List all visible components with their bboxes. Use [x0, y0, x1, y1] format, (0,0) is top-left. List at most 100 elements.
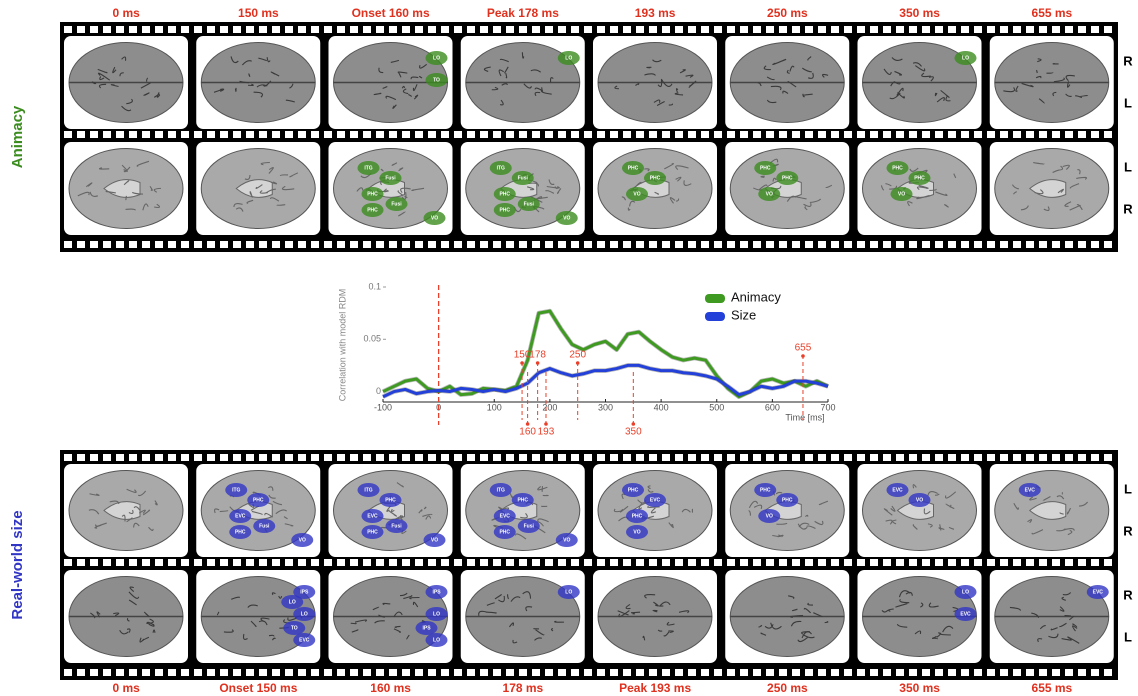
sprocket-hole — [558, 26, 566, 33]
sulcus — [388, 510, 398, 517]
sprocket-hole — [506, 131, 514, 138]
sprocket-hole — [558, 559, 566, 566]
sulcus — [402, 88, 409, 95]
sulcus — [1072, 625, 1078, 632]
sprocket-hole — [103, 131, 111, 138]
sulcus — [219, 88, 225, 92]
sulcus — [138, 509, 146, 514]
sulcus — [803, 93, 813, 96]
sulcus — [668, 630, 674, 633]
sprocket-hole — [831, 559, 839, 566]
sulcus — [378, 614, 385, 618]
sulcus — [250, 620, 257, 628]
sulcus — [121, 105, 132, 112]
sprocket-hole — [1078, 131, 1086, 138]
sulcus — [126, 628, 131, 633]
sprocket-hole — [844, 559, 852, 566]
region-label: PHC — [499, 207, 510, 213]
series-line — [382, 309, 829, 399]
sulcus — [1065, 74, 1075, 82]
sulcus — [887, 608, 894, 612]
sprocket-hole — [116, 26, 124, 33]
activation — [908, 493, 931, 507]
time-label: 0 ms — [112, 681, 140, 695]
sulcus — [657, 629, 663, 632]
sprocket-hole — [740, 669, 748, 676]
sprocket-hole — [701, 26, 709, 33]
sprocket-hole — [454, 26, 462, 33]
sprocket-hole — [701, 559, 709, 566]
sprocket-hole — [987, 241, 995, 248]
sulcus — [287, 617, 297, 621]
activation — [229, 525, 252, 539]
region-label: ITG — [232, 487, 240, 493]
activation — [754, 483, 777, 497]
sulcus — [1052, 91, 1057, 97]
sulcus — [268, 494, 276, 499]
sprocket-hole — [467, 131, 475, 138]
sulcus — [393, 611, 403, 618]
sprocket-hole — [1039, 669, 1047, 676]
sprocket-hole — [168, 131, 176, 138]
sprocket-hole — [181, 241, 189, 248]
sprocket-hole — [792, 241, 800, 248]
sprocket-hole — [532, 241, 540, 248]
sprocket-hole — [896, 241, 904, 248]
sprocket-hole — [233, 241, 241, 248]
sprocket-hole — [584, 559, 592, 566]
sprocket-hole — [1039, 559, 1047, 566]
region-label: PHC — [367, 191, 378, 197]
sprocket-hole — [285, 559, 293, 566]
time-label: 350 ms — [899, 6, 940, 20]
sprocket-hole — [220, 26, 228, 33]
sulcus — [1061, 596, 1066, 601]
activation — [776, 493, 799, 507]
sulcus — [77, 191, 90, 197]
sulcus — [382, 85, 388, 89]
sprocket-hole — [285, 131, 293, 138]
sulcus — [938, 527, 945, 531]
sprocket-hole — [818, 26, 826, 33]
sulcus — [644, 168, 650, 172]
sprocket-hole — [1039, 454, 1047, 461]
brain-panel: ITG PHC EVC PHC Fusi VO — [460, 464, 585, 557]
sulcus — [258, 620, 268, 626]
sprocket-hole — [701, 131, 709, 138]
sprocket-hole — [857, 131, 865, 138]
sulcus — [909, 167, 919, 172]
sprocket-hole — [571, 669, 579, 676]
activation — [557, 51, 580, 65]
sulcus — [486, 602, 495, 606]
sulcus — [275, 509, 288, 515]
sprocket-hole — [857, 241, 865, 248]
sulcus — [393, 628, 401, 633]
brain-panel: EVC — [989, 464, 1114, 557]
sprocket-hole — [974, 454, 982, 461]
sulcus — [772, 534, 781, 537]
sulcus — [1053, 77, 1065, 83]
sprocket-hole — [948, 131, 956, 138]
sulcus — [397, 190, 404, 196]
region-label: LO — [301, 611, 308, 617]
sulcus — [896, 623, 908, 628]
sprocket-hole — [324, 131, 332, 138]
sprocket-hole — [675, 559, 683, 566]
sprocket-hole — [805, 454, 813, 461]
sprocket-hole — [376, 131, 384, 138]
brain-panel: EVC VO — [857, 464, 982, 557]
brain-panel: LO — [857, 36, 982, 129]
sprocket-hole — [116, 131, 124, 138]
brain-panel — [64, 142, 188, 235]
sprocket-hole — [493, 559, 501, 566]
sprocket-hole — [337, 454, 345, 461]
activation — [517, 197, 540, 211]
sulcus — [537, 518, 549, 523]
sulcus — [149, 186, 153, 191]
sprocket-hole — [376, 669, 384, 676]
sprocket-hole — [649, 241, 657, 248]
sprocket-hole — [467, 454, 475, 461]
sprocket-hole — [116, 454, 124, 461]
sulcus — [269, 197, 280, 202]
sulcus — [401, 85, 405, 89]
sprocket-hole — [441, 669, 449, 676]
